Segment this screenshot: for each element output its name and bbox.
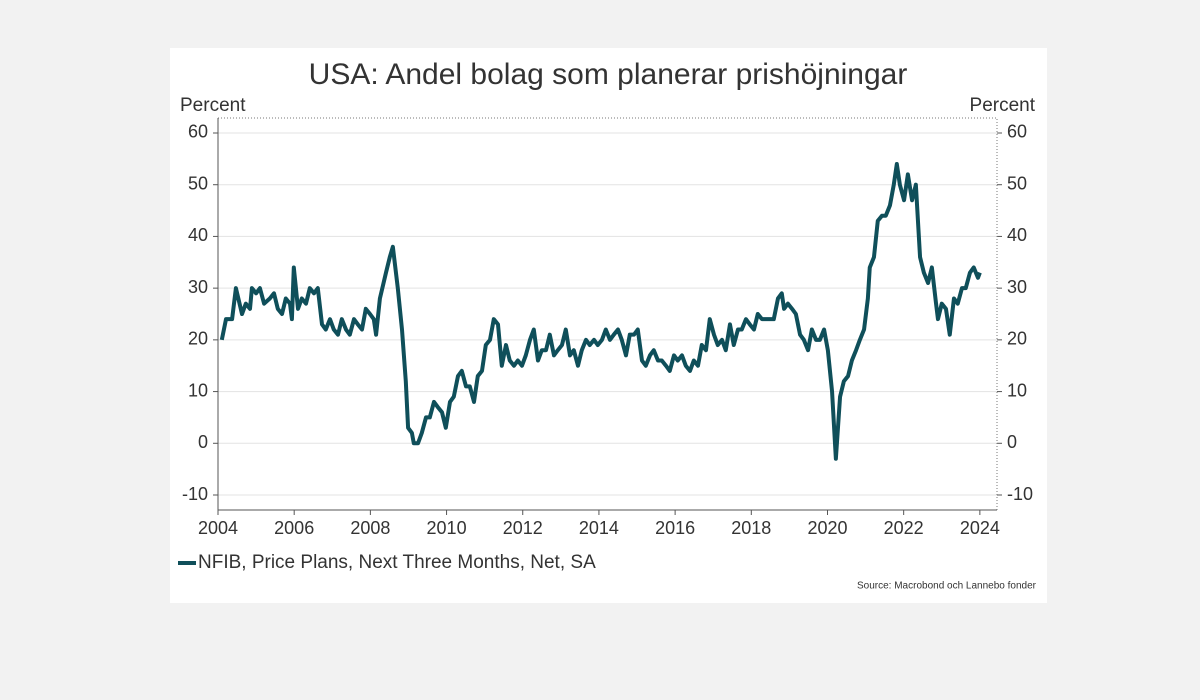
y2-tick-label: 20 bbox=[1007, 329, 1027, 349]
x-tick-label: 2022 bbox=[884, 518, 924, 538]
x-tick-label: 2024 bbox=[960, 518, 1000, 538]
legend-label: NFIB, Price Plans, Next Three Months, Ne… bbox=[198, 552, 596, 573]
y-axis-label: Percent bbox=[180, 95, 246, 116]
y-tick-label: -10 bbox=[182, 484, 208, 504]
x-tick-label: 2010 bbox=[427, 518, 467, 538]
x-tick-label: 2018 bbox=[731, 518, 771, 538]
y2-tick-label: 60 bbox=[1007, 122, 1027, 142]
y2-tick-label: 50 bbox=[1007, 173, 1027, 193]
x-tick-label: 2016 bbox=[655, 518, 695, 538]
y2-tick-label: 40 bbox=[1007, 225, 1027, 245]
chart-title: USA: Andel bolag som planerar prishöjnin… bbox=[309, 58, 908, 91]
x-tick-label: 2006 bbox=[274, 518, 314, 538]
y2-tick-label: 0 bbox=[1007, 432, 1017, 452]
x-tick-label: 2020 bbox=[807, 518, 847, 538]
y2-tick-label: -10 bbox=[1007, 484, 1033, 504]
y-tick-label: 30 bbox=[188, 277, 208, 297]
x-tick-label: 2014 bbox=[579, 518, 619, 538]
y-tick-label: 0 bbox=[198, 432, 208, 452]
y-tick-label: 50 bbox=[188, 173, 208, 193]
data-line bbox=[219, 162, 982, 461]
x-tick-label: 2004 bbox=[198, 518, 238, 538]
y-tick-label: 10 bbox=[188, 380, 208, 400]
y2-axis-label: Percent bbox=[970, 95, 1036, 116]
y-tick-label: 20 bbox=[188, 329, 208, 349]
y-tick-label: 60 bbox=[188, 122, 208, 142]
x-tick-label: 2008 bbox=[350, 518, 390, 538]
x-tick-label: 2012 bbox=[503, 518, 543, 538]
y2-tick-label: 10 bbox=[1007, 380, 1027, 400]
y-tick-label: 40 bbox=[188, 225, 208, 245]
y2-tick-label: 30 bbox=[1007, 277, 1027, 297]
source-note: Source: Macrobond och Lannebo fonder bbox=[857, 581, 1037, 592]
